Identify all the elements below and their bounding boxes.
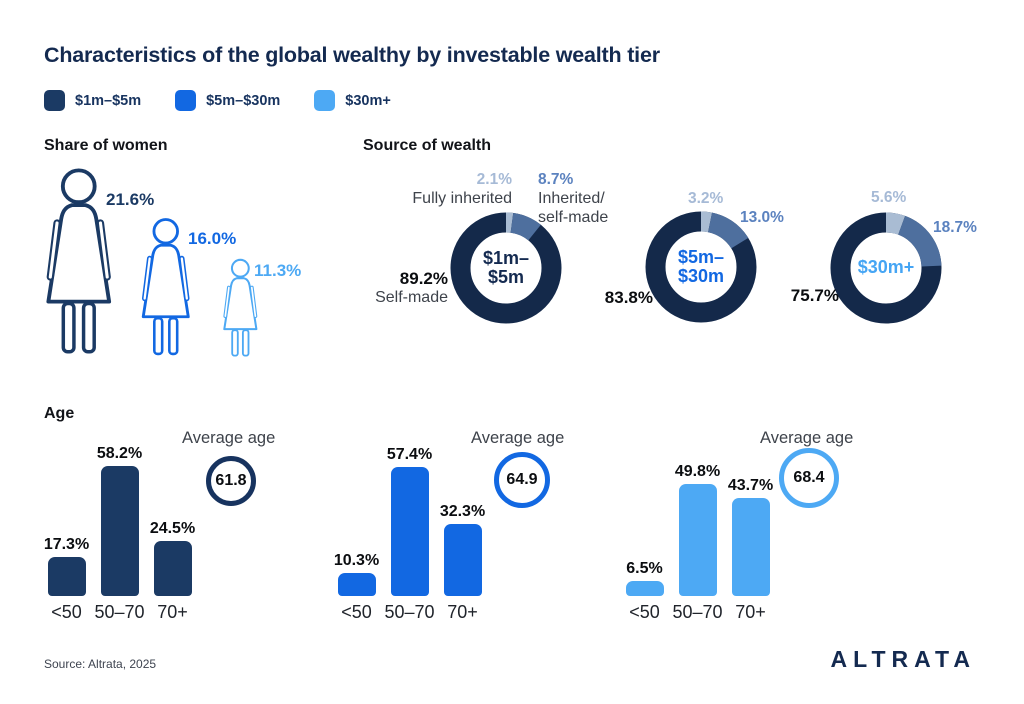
donut-segment-fully-inherited xyxy=(830,212,942,324)
altrata-logo: ALTRATA xyxy=(830,646,976,672)
bar-value-label: 24.5% xyxy=(149,520,196,537)
donut-center-label: $30m+ xyxy=(857,257,915,278)
bar xyxy=(731,498,770,596)
legend-item: $30m+ xyxy=(314,90,391,111)
donut-chart-5m-30m: $5m– $30m xyxy=(645,211,757,323)
bar-column: 6.5% <50 xyxy=(618,560,671,628)
donut-segment-inherited-self-made xyxy=(450,212,562,324)
donut-center-label: $1m– $5m xyxy=(482,247,530,287)
bar-category-label: 70+ xyxy=(447,602,478,622)
women-share-value: 16.0% xyxy=(188,229,237,248)
legend: $1m–$5m $5m–$30m $30m+ xyxy=(44,90,391,111)
bar-value-label: 10.3% xyxy=(333,552,380,569)
bar-value-label: 17.3% xyxy=(43,536,90,553)
section-heading-women: Share of women xyxy=(44,137,168,154)
bar-category-label: <50 xyxy=(629,602,660,622)
bar-value-label: 58.2% xyxy=(96,445,143,462)
bar-column: 24.5% 70+ xyxy=(146,520,199,628)
bar-category-label: <50 xyxy=(51,602,82,622)
bar xyxy=(678,484,717,596)
bar-value-label: 32.3% xyxy=(439,503,486,520)
bar-value-label: 6.5% xyxy=(626,560,663,577)
bar xyxy=(443,524,482,596)
bar-category-label: 70+ xyxy=(735,602,766,622)
age-bar-chart-1m-5m: 17.3% <50 58.2% 50–70 24.5% 70+ xyxy=(40,440,199,628)
legend-item: $1m–$5m xyxy=(44,90,141,111)
legend-swatch-icon xyxy=(175,90,197,111)
legend-swatch-icon xyxy=(44,90,65,111)
bar xyxy=(47,557,86,596)
bar-value-label: 49.8% xyxy=(674,463,721,480)
donut-chart-30m-plus: $30m+ xyxy=(830,212,942,324)
bar xyxy=(390,467,429,596)
bar xyxy=(337,573,376,596)
bar-category-label: 50–70 xyxy=(672,602,723,622)
bar-category-label: 50–70 xyxy=(384,602,435,622)
donut-ring xyxy=(450,212,562,324)
legend-label: $1m–$5m xyxy=(75,92,142,109)
average-age-circle: 64.9 xyxy=(494,452,550,508)
donut-slice-value-fully-inherited: 3.2% xyxy=(688,190,724,207)
donut-slice-value-self-made: 83.8% xyxy=(604,288,653,307)
bar-category-label: <50 xyxy=(341,602,372,622)
women-share-value: 21.6% xyxy=(106,190,155,209)
bar-value-label: 43.7% xyxy=(727,477,774,494)
average-age-value: 68.4 xyxy=(793,469,825,486)
donut-slice-value-fully-inherited: 2.1% xyxy=(476,171,512,188)
average-age-label: Average age xyxy=(471,429,565,447)
section-heading-wealth: Source of wealth xyxy=(363,137,492,154)
donut-segment-fully-inherited xyxy=(645,211,757,323)
average-age-circle: 61.8 xyxy=(206,456,256,506)
women-share-value: 11.3% xyxy=(254,261,302,280)
average-age-circle: 68.4 xyxy=(779,448,839,508)
average-age-value: 61.8 xyxy=(215,472,247,489)
bar xyxy=(153,541,192,596)
donut-slice-value-inherited-self-made: 18.7% xyxy=(933,219,977,236)
legend-swatch-icon xyxy=(314,90,336,111)
bar-column: 17.3% <50 xyxy=(40,536,93,628)
bar-column: 32.3% 70+ xyxy=(436,503,489,628)
bar-category-label: 50–70 xyxy=(94,602,145,622)
bar-column: 57.4% 50–70 xyxy=(383,446,436,628)
age-bar-chart-30m-plus: 6.5% <50 49.8% 50–70 43.7% 70+ xyxy=(618,440,777,628)
bar-value-label: 57.4% xyxy=(386,446,433,463)
average-age-label: Average age xyxy=(182,429,276,447)
woman-icon xyxy=(140,217,192,360)
bar-column: 49.8% 50–70 xyxy=(671,463,724,628)
donut-slice-value-inherited-self-made: 8.7% xyxy=(538,171,574,188)
bar-column: 10.3% <50 xyxy=(330,552,383,628)
legend-item: $5m–$30m xyxy=(175,90,280,111)
legend-label: $5m–$30m xyxy=(206,92,281,109)
donut-slice-name-fully-inherited: Fully inherited xyxy=(412,190,512,207)
donut-slice-name-inherited-self-made: Inherited/ self-made xyxy=(538,190,609,226)
donut-segment-fully-inherited xyxy=(450,212,562,324)
donut-slice-name-self-made: Self-made xyxy=(375,289,448,306)
donut-slice-value-inherited-self-made: 13.0% xyxy=(740,209,784,226)
donut-center-label: $5m– $30m xyxy=(677,246,725,286)
donut-segment-inherited-self-made xyxy=(830,212,942,324)
donut-slice-value-self-made: 75.7% xyxy=(790,286,839,305)
donut-slice-value-self-made: 89.2% xyxy=(399,269,448,288)
bar-category-label: 70+ xyxy=(157,602,188,622)
age-bar-chart-5m-30m: 10.3% <50 57.4% 50–70 32.3% 70+ xyxy=(330,440,489,628)
woman-icon xyxy=(44,167,114,360)
donut-ring xyxy=(645,211,757,323)
legend-label: $30m+ xyxy=(345,92,391,109)
section-heading-age: Age xyxy=(44,405,75,422)
bar xyxy=(100,466,139,596)
bar-column: 58.2% 50–70 xyxy=(93,445,146,628)
source-note: Source: Altrata, 2025 xyxy=(44,657,157,671)
average-age-value: 64.9 xyxy=(506,471,538,488)
page-title: Characteristics of the global wealthy by… xyxy=(44,43,660,67)
bar-column: 43.7% 70+ xyxy=(724,477,777,628)
donut-chart-1m-5m: $1m– $5m xyxy=(450,212,562,324)
donut-slice-value-fully-inherited: 5.6% xyxy=(871,189,907,206)
bar xyxy=(625,581,664,596)
average-age-label: Average age xyxy=(760,429,854,447)
donut-ring xyxy=(830,212,942,324)
